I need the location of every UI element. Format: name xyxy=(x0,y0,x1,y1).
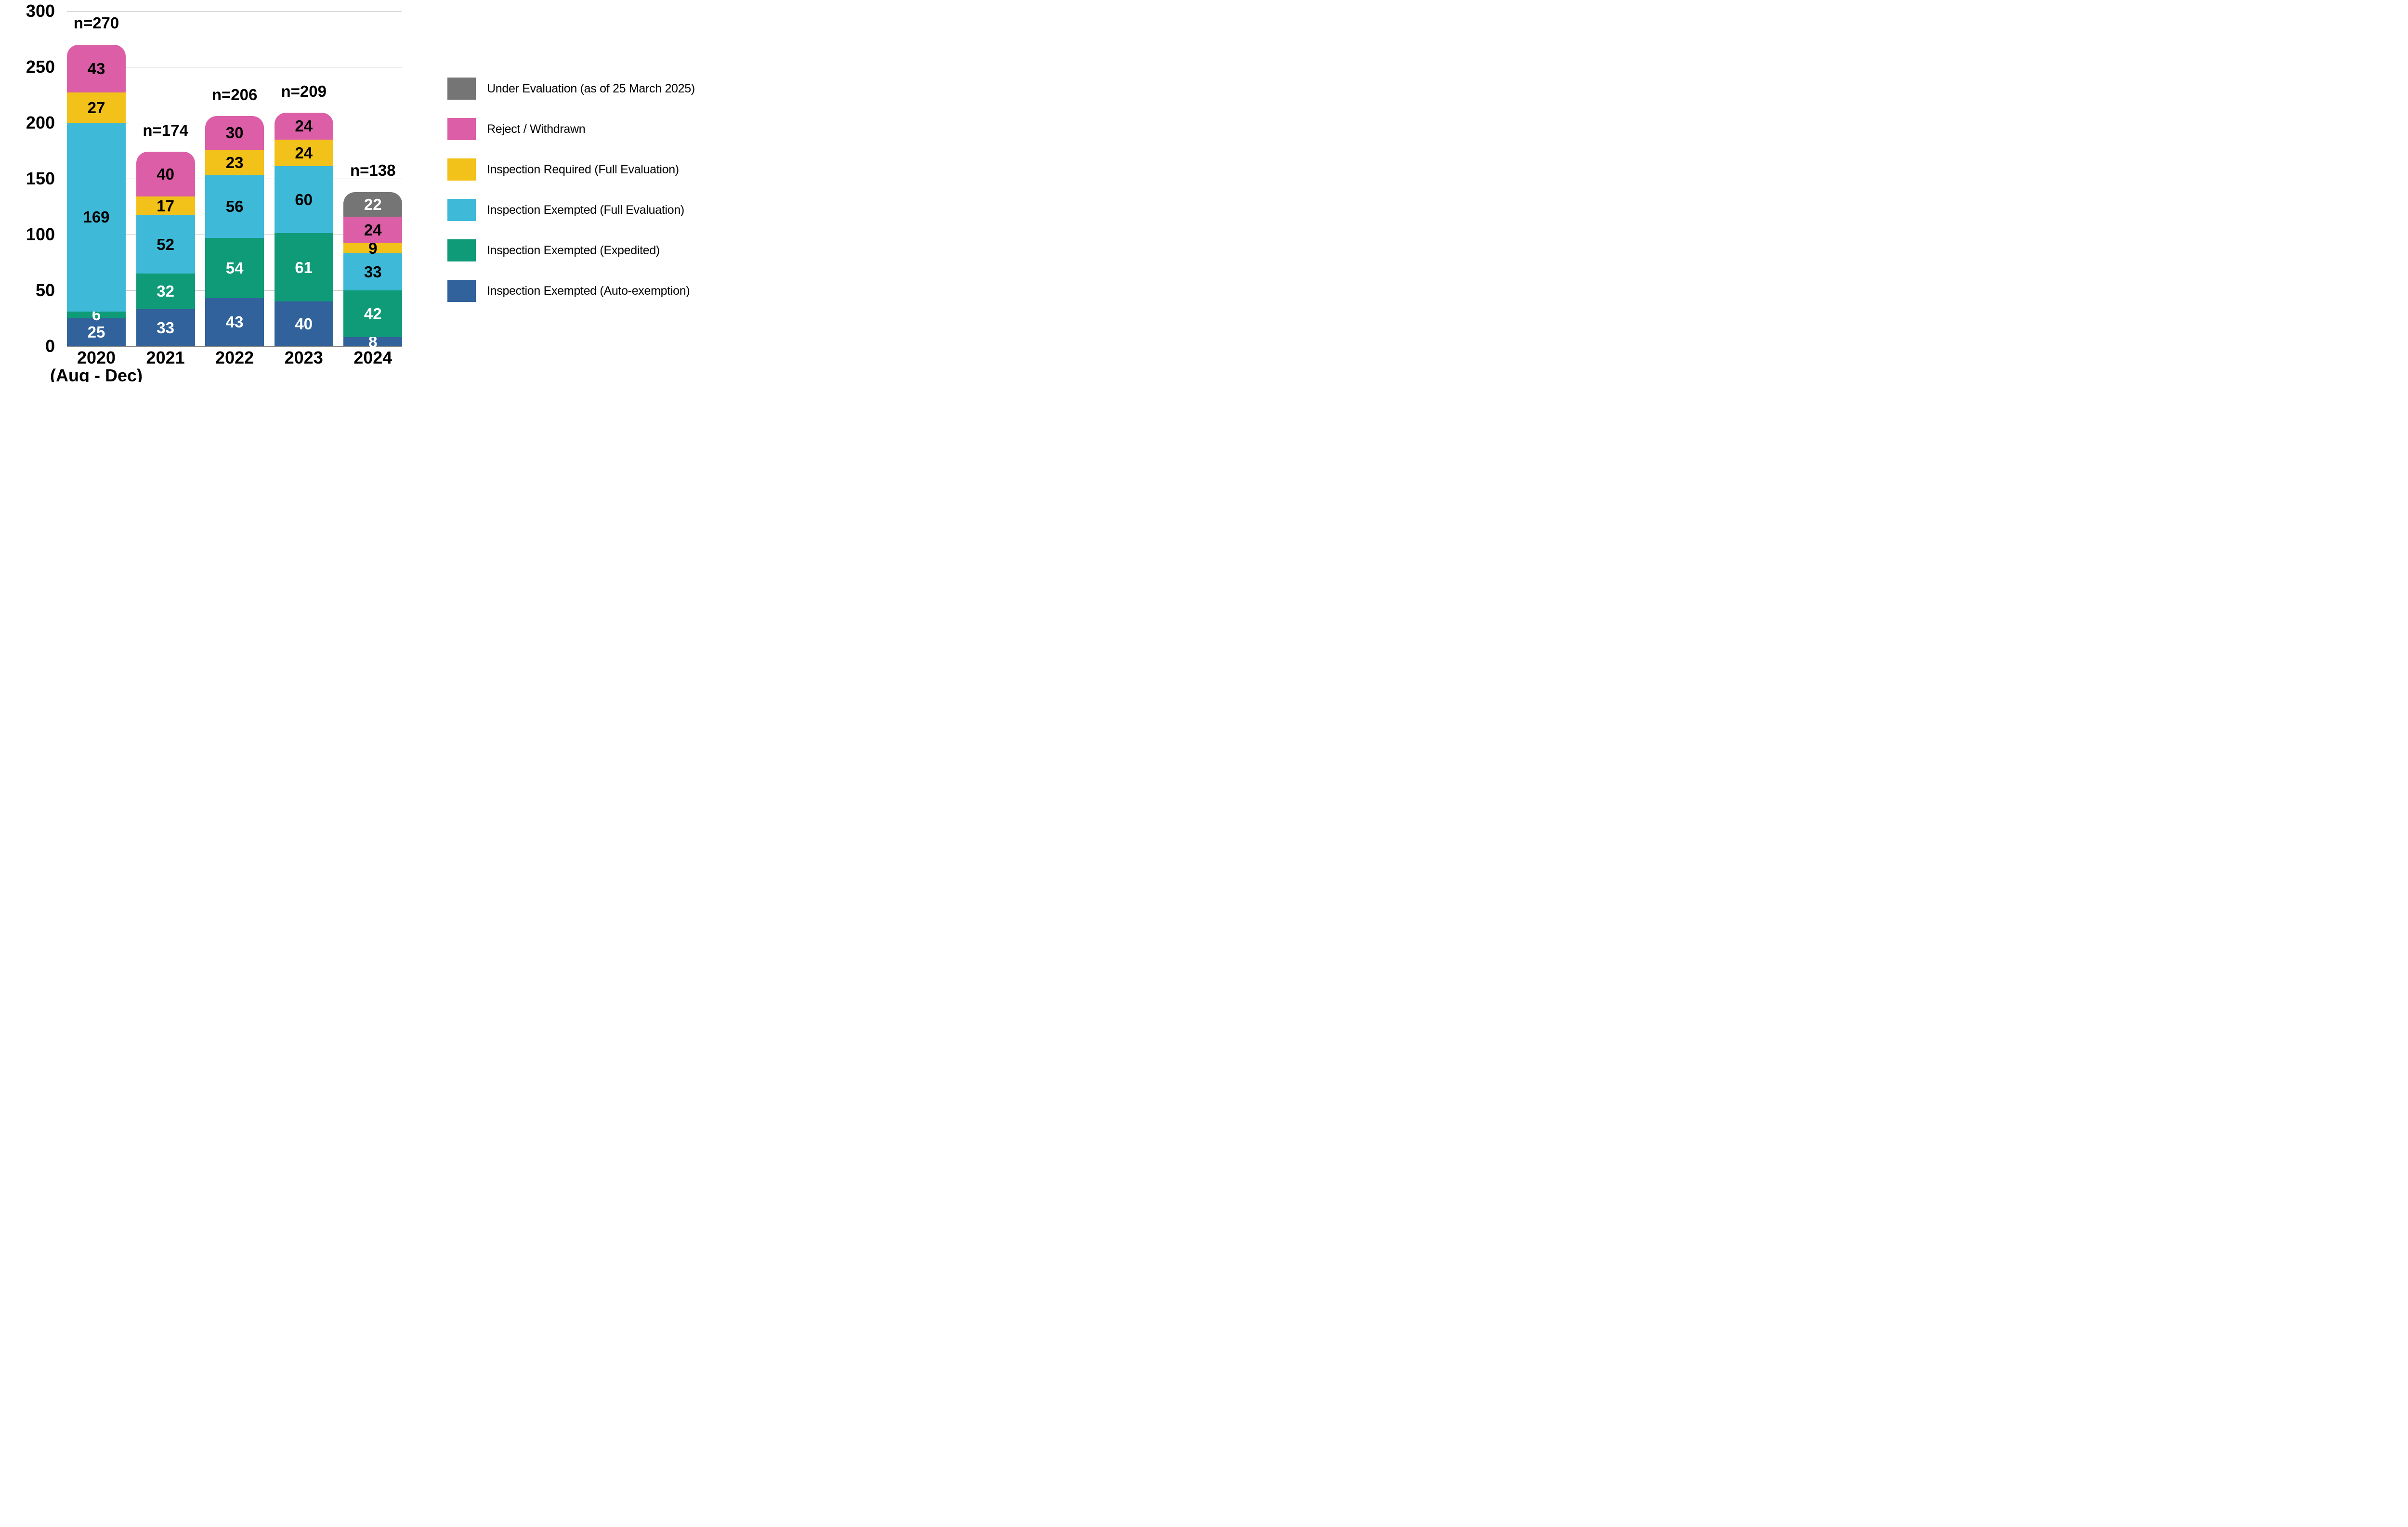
bar-value-label: 56 xyxy=(225,197,244,216)
bar-2020: 25 6 169 27 43 xyxy=(67,44,126,346)
legend-label: Inspection Exempted (Auto-exemption) xyxy=(487,284,690,298)
bar-segment: 56 xyxy=(205,175,264,238)
bar-segment: 8 xyxy=(343,334,403,350)
bar-segment: 24 xyxy=(274,139,333,167)
bar-segment: 27 xyxy=(67,92,126,123)
bar-value-label: 52 xyxy=(157,235,174,254)
n-total-label: n=209 xyxy=(281,82,327,100)
bar-value-label: 9 xyxy=(368,239,378,258)
x-tick-label: 2020 xyxy=(77,348,116,367)
bar-2021: 33 32 52 17 40 xyxy=(136,152,195,346)
x-axis-baseline xyxy=(67,346,403,347)
legend-label: Inspection Exempted (Full Evaluation) xyxy=(487,203,684,217)
bar-value-label: 54 xyxy=(225,259,244,277)
y-tick-label: 250 xyxy=(26,56,55,77)
x-tick-label: 2024 xyxy=(353,348,393,367)
bar-segment: 23 xyxy=(205,149,264,175)
bar-value-label: 22 xyxy=(364,195,382,213)
legend-swatch xyxy=(447,280,476,302)
bar-segment: 33 xyxy=(343,253,403,290)
y-tick-label: 50 xyxy=(35,280,55,300)
bar-value-label: 61 xyxy=(295,258,313,276)
bar-value-label: 60 xyxy=(295,191,313,209)
bar-value-label: 43 xyxy=(225,313,244,331)
bar-segment: 52 xyxy=(136,215,195,274)
bar-segment: 9 xyxy=(343,239,403,258)
bar-segment: 30 xyxy=(205,116,264,150)
x-tick-label: 2023 xyxy=(284,348,323,367)
bar-segment: 17 xyxy=(136,196,195,216)
bar-value-label: 23 xyxy=(225,153,244,171)
bar-segment: 24 xyxy=(343,216,403,244)
legend: Under Evaluation (as of 25 March 2025) Re… xyxy=(0,0,722,382)
x-tick-label: 2022 xyxy=(215,348,254,367)
bar-2022: 43 54 56 23 30 xyxy=(205,116,264,346)
bar-value-label: 33 xyxy=(364,262,382,281)
bar-value-label: 30 xyxy=(225,124,244,142)
stacked-bar-chart: 0 50 100 150 200 250 300 25 6 169 27 43 n=270 2020 (Au… xyxy=(0,0,722,382)
bar-value-label: 25 xyxy=(87,323,105,341)
bar-2023: 40 61 60 24 24 xyxy=(274,113,333,346)
n-total-label: n=138 xyxy=(350,161,396,180)
bar-value-label: 17 xyxy=(157,197,174,215)
bar-segment: 40 xyxy=(274,301,333,346)
legend-swatch xyxy=(447,239,476,261)
legend-label: Reject / Withdrawn xyxy=(487,122,586,136)
n-total-label: n=174 xyxy=(143,121,188,139)
bar-segment: 54 xyxy=(205,237,264,298)
bar-value-label: 40 xyxy=(295,314,313,333)
bar-value-label: 24 xyxy=(295,117,313,135)
y-tick-label: 100 xyxy=(26,224,55,244)
bar-value-label: 169 xyxy=(83,208,110,226)
bar-segment: 61 xyxy=(274,233,333,301)
bar-segment: 40 xyxy=(136,152,195,196)
legend-label: Under Evaluation (as of 25 March 2025) xyxy=(487,82,695,95)
bar-value-label: 8 xyxy=(368,332,378,351)
bar-segment: 33 xyxy=(136,309,195,346)
x-tick-sublabel: (Aug - Dec) xyxy=(50,365,143,382)
gridline xyxy=(67,11,403,12)
legend-label: Inspection Required (Full Evaluation) xyxy=(487,163,679,176)
y-tick-label: 200 xyxy=(26,112,55,132)
bar-segment: 22 xyxy=(343,192,403,217)
x-tick-label: 2021 xyxy=(146,348,185,367)
bar-value-label: 40 xyxy=(157,165,174,183)
legend-swatch xyxy=(447,199,476,221)
legend-label: Inspection Exempted (Expedited) xyxy=(487,244,660,257)
bar-segment: 24 xyxy=(274,113,333,140)
y-tick-label: 150 xyxy=(26,168,55,188)
bar-segment: 60 xyxy=(274,166,333,234)
bar-value-label: 24 xyxy=(364,221,382,239)
bar-value-label: 42 xyxy=(364,304,382,323)
bar-2024: 8 42 33 9 24 22 xyxy=(343,192,403,350)
bar-segment: 25 xyxy=(67,318,126,346)
bar-value-label: 43 xyxy=(87,59,105,78)
y-tick-label: 0 xyxy=(45,336,55,356)
legend-swatch xyxy=(447,158,476,181)
bar-segment: 43 xyxy=(67,44,126,93)
bar-value-label: 27 xyxy=(87,99,105,117)
bar-segment: 32 xyxy=(136,273,195,309)
bar-value-label: 24 xyxy=(295,144,313,162)
y-tick-label: 300 xyxy=(26,1,55,21)
bar-segment: 42 xyxy=(343,290,403,337)
n-total-label: n=270 xyxy=(73,14,119,32)
bar-segment: 169 xyxy=(67,122,126,312)
legend-swatch xyxy=(447,78,476,100)
legend-swatch xyxy=(447,118,476,140)
bar-segment: 43 xyxy=(205,298,264,346)
bar-value-label: 32 xyxy=(157,282,174,300)
bar-value-label: 33 xyxy=(157,318,174,337)
n-total-label: n=206 xyxy=(211,85,258,104)
